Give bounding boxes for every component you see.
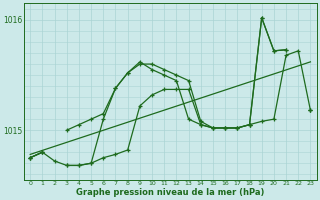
- X-axis label: Graphe pression niveau de la mer (hPa): Graphe pression niveau de la mer (hPa): [76, 188, 265, 197]
